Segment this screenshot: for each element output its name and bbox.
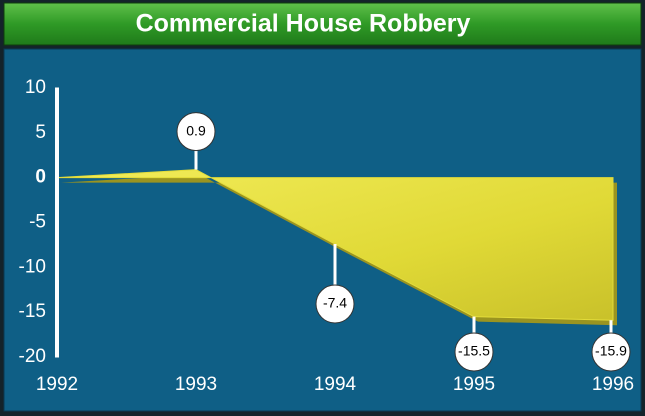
data-label: -7.4 xyxy=(323,295,347,311)
label-bubble xyxy=(315,284,355,324)
data-label: -15.9 xyxy=(595,343,627,359)
x-tick-label: 1993 xyxy=(175,374,217,395)
label-bubble xyxy=(454,332,494,372)
x-tick-label: 1992 xyxy=(36,374,78,395)
y-tick-label: 0 xyxy=(35,167,46,188)
x-tick-label: 1995 xyxy=(453,374,495,395)
y-tick-label: 5 xyxy=(35,122,46,143)
title-bar xyxy=(3,2,642,46)
y-tick-label: -15 xyxy=(19,301,46,322)
chart-title: Commercial House Robbery xyxy=(136,10,471,38)
data-label: 0.9 xyxy=(186,122,206,138)
y-tick-label: -10 xyxy=(19,256,46,277)
label-bubble xyxy=(591,332,631,372)
y-tick-label: -20 xyxy=(19,346,46,367)
x-tick-label: 1996 xyxy=(592,374,634,395)
x-tick-label: 1994 xyxy=(314,374,357,395)
data-label: -15.5 xyxy=(458,343,490,359)
y-tick-label: -5 xyxy=(29,212,46,233)
label-bubble xyxy=(176,112,216,152)
y-tick-label: 10 xyxy=(25,77,46,98)
